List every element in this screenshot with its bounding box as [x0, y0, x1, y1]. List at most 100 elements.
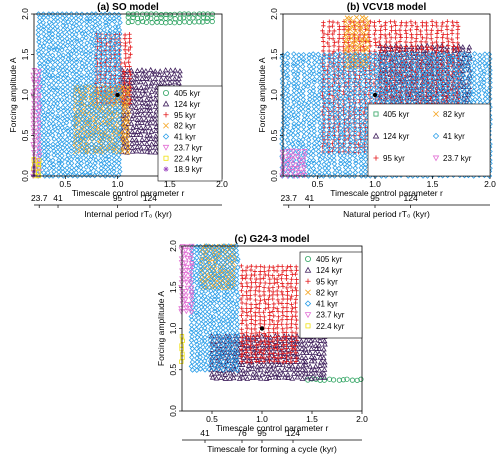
y-tick-label: 1.5 [269, 48, 279, 60]
data-point [272, 281, 276, 285]
data-point [384, 48, 388, 52]
data-point [290, 289, 294, 293]
data-point [163, 167, 168, 172]
data-point [282, 368, 286, 372]
data-point [57, 121, 61, 125]
data-point [262, 269, 266, 273]
data-point [440, 24, 444, 28]
data-point [409, 20, 413, 24]
data-point [456, 44, 460, 48]
data-point [307, 64, 311, 68]
data-point [52, 19, 56, 23]
x-tick-label: 0.5 [59, 179, 71, 189]
data-point [364, 16, 368, 20]
data-point [32, 139, 36, 143]
period-tick-label: 23.7 [31, 193, 48, 203]
data-point [291, 93, 295, 97]
data-point [267, 286, 271, 290]
data-point [272, 306, 276, 310]
data-point [278, 368, 282, 372]
data-point [451, 23, 455, 27]
data-point [295, 347, 299, 351]
data-point [300, 356, 304, 360]
legend-label: 22.4 kyr [174, 154, 203, 163]
data-point [288, 297, 292, 301]
data-point [244, 290, 248, 294]
data-point [84, 153, 88, 157]
data-point [289, 268, 293, 272]
data-point [266, 326, 270, 330]
data-point [253, 280, 257, 284]
data-point [253, 298, 257, 302]
data-point [245, 323, 249, 327]
data-point [178, 69, 182, 73]
reference-point [373, 93, 377, 97]
data-point [60, 154, 64, 158]
data-point [290, 376, 294, 380]
data-point [253, 327, 257, 331]
chart-title: (a) SO model [97, 2, 159, 13]
chart-title: (b) VCV18 model [347, 2, 427, 13]
data-point [178, 73, 182, 77]
data-point [322, 347, 326, 351]
data-point [272, 314, 276, 318]
data-point [172, 72, 176, 76]
data-point [285, 61, 289, 65]
data-point [373, 28, 377, 32]
data-point [336, 40, 340, 44]
data-point [272, 302, 276, 306]
data-point [258, 269, 262, 273]
y-axis-label: Forcing amplitude A [8, 57, 18, 132]
data-point [331, 20, 335, 24]
data-point [50, 24, 54, 28]
data-point [79, 76, 83, 80]
data-point [253, 319, 257, 323]
data-point [318, 166, 322, 170]
data-point [60, 142, 64, 146]
data-point [398, 28, 402, 32]
data-point [330, 24, 334, 28]
data-point [280, 272, 284, 276]
data-point [177, 81, 181, 85]
data-point [267, 294, 271, 298]
data-point [275, 289, 279, 293]
data-point [316, 52, 320, 56]
data-point [259, 364, 263, 368]
data-point [159, 12, 163, 16]
legend-label: 18.9 kyr [174, 165, 203, 174]
data-point [276, 298, 280, 302]
data-point [450, 37, 454, 41]
data-point [262, 318, 266, 322]
data-point [37, 142, 41, 146]
data-point [487, 52, 491, 56]
data-point [60, 16, 64, 20]
data-point [273, 367, 277, 371]
data-point [287, 364, 291, 368]
data-point [61, 60, 65, 64]
data-point [368, 39, 372, 43]
data-point [297, 145, 301, 149]
x-axis-label: Timescale control parameter r [72, 188, 185, 198]
data-point [244, 331, 248, 335]
data-point [102, 28, 106, 32]
data-point [456, 32, 460, 36]
data-point [483, 52, 487, 56]
data-point [253, 293, 257, 297]
data-point [446, 40, 450, 44]
data-point [276, 285, 280, 289]
data-point [322, 351, 326, 355]
data-point [291, 133, 295, 137]
data-point [271, 285, 275, 289]
data-point [296, 129, 300, 133]
data-point [52, 93, 56, 97]
data-point [311, 101, 315, 105]
data-point [285, 286, 289, 290]
data-point [262, 298, 266, 302]
data-point [286, 347, 290, 351]
y-tick-label: 0.0 [269, 170, 279, 182]
data-point [140, 76, 144, 80]
data-point [415, 24, 419, 28]
data-point [271, 290, 275, 294]
data-point [429, 37, 433, 41]
data-point [145, 142, 149, 146]
